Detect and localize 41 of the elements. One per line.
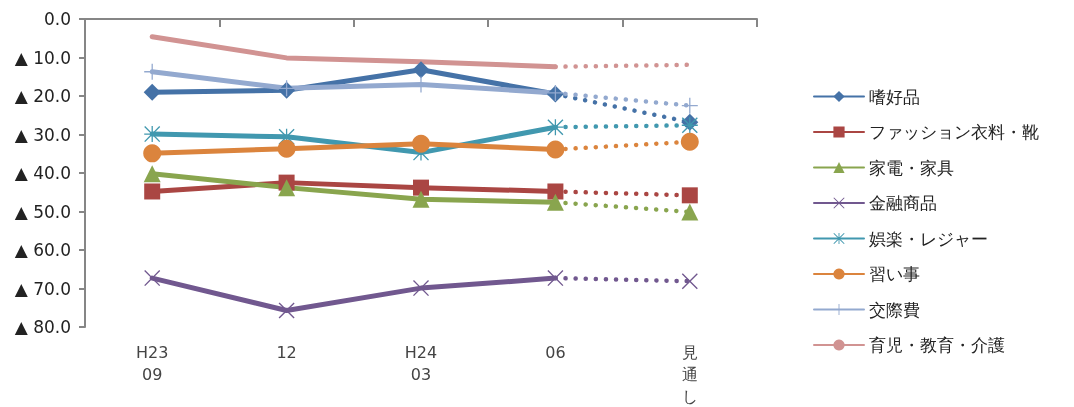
legend-label: 交際費 <box>869 299 920 320</box>
point <box>547 270 564 287</box>
point <box>144 183 161 200</box>
x-tick-label: 12 <box>276 342 297 362</box>
legend-label: 金融商品 <box>869 193 937 213</box>
point <box>412 61 430 79</box>
point <box>413 179 429 196</box>
x-tick-label: H24 03 <box>404 342 438 384</box>
y-tick-label: ▲ 60.0 <box>14 240 71 260</box>
legend-label: 習い事 <box>869 264 920 284</box>
point <box>412 190 430 208</box>
x-tick-label: 見通し <box>681 342 698 406</box>
y-tick-label: ▲ 30.0 <box>14 124 71 145</box>
point <box>143 165 161 183</box>
point <box>680 132 699 151</box>
y-tick-label: ▲ 80.0 <box>14 317 71 337</box>
x-tick-label: H23 09 <box>136 342 169 384</box>
point <box>546 193 564 211</box>
point <box>278 179 296 197</box>
point <box>681 187 698 204</box>
legend-label: 娯楽・レジャー <box>869 228 988 249</box>
point <box>547 183 564 200</box>
y-tick-label: ▲ 70.0 <box>14 278 71 299</box>
point <box>144 270 161 287</box>
point <box>412 134 430 153</box>
legend-label: 家電・家具 <box>869 157 954 178</box>
point <box>413 280 429 297</box>
y-tick-label: ▲ 40.0 <box>14 163 71 183</box>
legend-label: ファッション衣料・靴 <box>869 122 1039 142</box>
legend-label: 育児・教育・介護 <box>869 335 1005 355</box>
point <box>143 83 161 101</box>
y-tick-label: ▲ 10.0 <box>14 47 71 68</box>
point <box>143 144 162 163</box>
point <box>144 126 161 143</box>
y-tick-label: ▲ 20.0 <box>14 86 71 106</box>
x-tick-label: 06 <box>545 342 566 362</box>
point <box>546 140 565 159</box>
legend-label: 嗜好品 <box>869 86 920 107</box>
y-tick-label: 0.0 <box>43 9 71 29</box>
y-tick-label: ▲ 50.0 <box>14 201 71 222</box>
point <box>277 139 296 158</box>
